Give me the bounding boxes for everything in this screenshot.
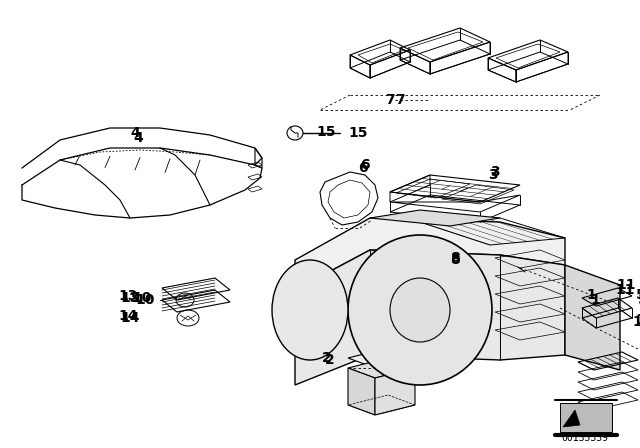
Polygon shape [375,368,415,415]
Text: 15: 15 [348,126,367,140]
Polygon shape [348,368,375,415]
Text: 4: 4 [133,131,143,145]
Polygon shape [348,358,415,378]
Polygon shape [370,210,500,226]
Text: 7: 7 [395,93,404,107]
Text: 10: 10 [132,291,152,305]
Text: 5: 5 [638,293,640,307]
Text: 3: 3 [490,165,500,179]
Text: 1: 1 [590,293,600,307]
Text: 7: 7 [385,93,395,107]
Text: 12: 12 [632,315,640,329]
Ellipse shape [390,278,450,342]
Text: 2: 2 [322,351,332,365]
Text: 15: 15 [316,125,335,139]
Text: 10: 10 [135,293,154,307]
Ellipse shape [272,260,348,360]
Text: 13: 13 [120,291,140,305]
Text: 6: 6 [358,161,367,175]
Polygon shape [295,218,565,290]
Polygon shape [348,348,415,368]
Text: 13: 13 [118,289,138,303]
Text: 1: 1 [586,288,596,302]
Text: 11: 11 [616,278,636,292]
Text: 5: 5 [636,288,640,302]
Text: 8: 8 [450,253,460,267]
Text: 14: 14 [118,309,138,323]
Ellipse shape [348,235,492,385]
Text: 4: 4 [130,126,140,140]
Text: 00135339: 00135339 [561,433,609,443]
Polygon shape [565,265,620,370]
Text: 11: 11 [615,283,634,297]
Text: 14: 14 [120,311,140,325]
Text: 6: 6 [360,158,370,172]
Polygon shape [560,403,612,432]
Text: 3: 3 [488,168,498,182]
Polygon shape [563,410,580,427]
Polygon shape [295,250,565,385]
Text: 2: 2 [325,353,335,367]
Text: 12: 12 [635,313,640,327]
Text: 8: 8 [450,251,460,265]
